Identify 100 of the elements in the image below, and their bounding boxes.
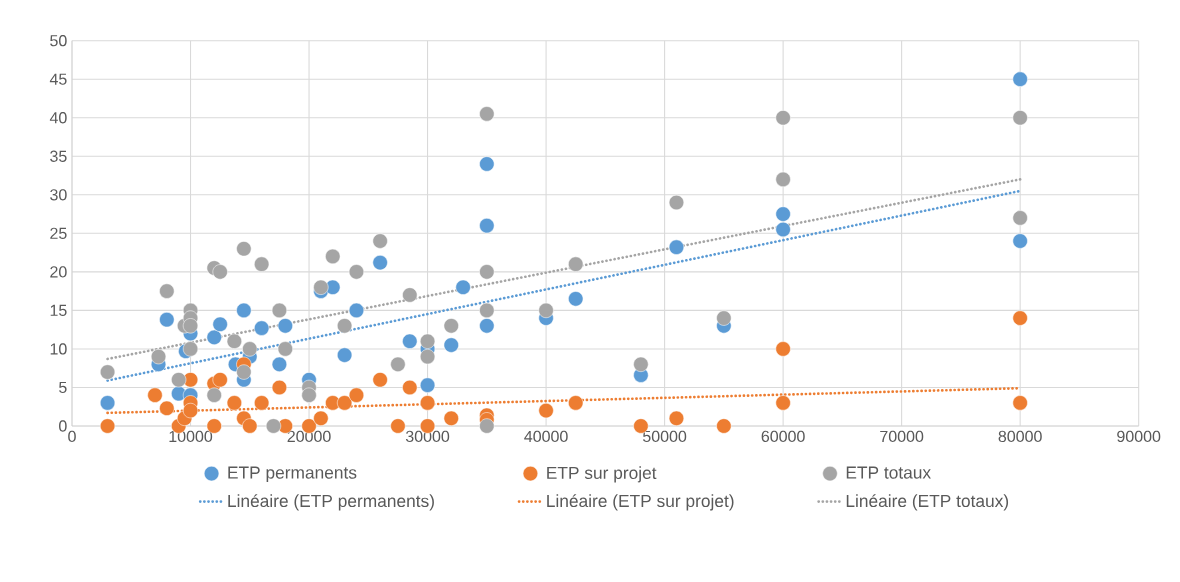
point bbox=[182, 402, 199, 419]
point bbox=[277, 318, 293, 334]
point bbox=[182, 341, 199, 357]
point bbox=[313, 279, 329, 295]
point bbox=[538, 402, 554, 419]
point bbox=[226, 333, 242, 349]
point bbox=[568, 256, 584, 272]
point bbox=[236, 364, 252, 380]
point bbox=[479, 418, 495, 434]
point bbox=[1012, 233, 1028, 249]
point bbox=[348, 387, 365, 403]
point bbox=[99, 364, 116, 380]
point bbox=[1012, 71, 1028, 87]
point bbox=[402, 333, 418, 349]
point bbox=[633, 356, 649, 372]
point bbox=[775, 395, 791, 411]
point bbox=[206, 329, 222, 345]
y-tick-label: 40 bbox=[49, 112, 67, 124]
point bbox=[325, 248, 341, 265]
point bbox=[265, 418, 282, 434]
point bbox=[419, 349, 436, 365]
point bbox=[419, 395, 436, 411]
point bbox=[271, 356, 288, 372]
y-tick-label: 5 bbox=[59, 381, 67, 394]
point bbox=[271, 302, 288, 319]
point bbox=[226, 395, 242, 411]
point bbox=[236, 302, 252, 319]
point bbox=[336, 395, 353, 411]
point bbox=[419, 377, 436, 393]
point bbox=[390, 418, 406, 434]
x-tick-label: 0 bbox=[68, 430, 76, 443]
x-tick-label: 80000 bbox=[998, 430, 1042, 443]
legend-label: ETP totaux bbox=[846, 466, 931, 479]
y-tick-label: 15 bbox=[50, 304, 67, 316]
point bbox=[147, 387, 163, 403]
point bbox=[277, 341, 293, 357]
point bbox=[419, 333, 436, 349]
point bbox=[336, 318, 353, 334]
point bbox=[212, 264, 228, 280]
point bbox=[348, 302, 365, 319]
point bbox=[242, 418, 258, 434]
point bbox=[402, 379, 418, 396]
y-tick-label: 20 bbox=[50, 266, 67, 278]
point bbox=[236, 241, 252, 257]
point bbox=[668, 239, 685, 255]
x-tick-label: 10000 bbox=[169, 430, 213, 443]
y-tick-label: 45 bbox=[49, 73, 67, 85]
point bbox=[150, 349, 167, 365]
point bbox=[206, 387, 222, 403]
y-tick-label: 25 bbox=[50, 227, 67, 239]
point bbox=[1012, 210, 1028, 226]
point bbox=[372, 255, 388, 271]
point bbox=[568, 395, 584, 411]
y-tick-label: 0 bbox=[59, 420, 67, 432]
point bbox=[212, 316, 228, 332]
y-tick-label: 10 bbox=[50, 343, 67, 355]
point bbox=[568, 291, 584, 307]
x-tick-label: 50000 bbox=[643, 430, 687, 443]
point bbox=[99, 418, 116, 434]
point bbox=[775, 206, 791, 222]
point bbox=[479, 264, 495, 280]
x-tick-label: 70000 bbox=[880, 430, 924, 443]
point bbox=[254, 256, 270, 272]
point bbox=[159, 400, 175, 416]
point bbox=[479, 106, 495, 122]
x-tick-label: 40000 bbox=[524, 430, 568, 443]
point bbox=[775, 171, 791, 187]
point bbox=[402, 287, 418, 303]
point bbox=[479, 218, 495, 234]
y-tick-label: 35 bbox=[50, 150, 67, 162]
legend-label: ETP permanents bbox=[228, 466, 357, 483]
point bbox=[1012, 395, 1028, 411]
point bbox=[99, 395, 116, 411]
point bbox=[1012, 310, 1028, 326]
point bbox=[538, 302, 554, 319]
point bbox=[313, 410, 329, 426]
point bbox=[479, 302, 495, 319]
point bbox=[372, 233, 388, 249]
point bbox=[390, 356, 406, 372]
x-tick-label: 20000 bbox=[287, 430, 331, 443]
point bbox=[479, 156, 495, 172]
point bbox=[443, 410, 459, 426]
point bbox=[668, 410, 685, 426]
point bbox=[1012, 110, 1028, 126]
point bbox=[443, 318, 459, 334]
y-tick-label: 50 bbox=[50, 35, 67, 47]
point bbox=[455, 279, 471, 295]
legend-label: Linéaire (ETP sur projet) bbox=[547, 494, 734, 511]
point bbox=[775, 221, 791, 238]
point bbox=[479, 318, 495, 334]
y-tick-label: 30 bbox=[50, 189, 67, 201]
point bbox=[716, 418, 732, 434]
point bbox=[443, 337, 459, 353]
point bbox=[336, 347, 353, 363]
point bbox=[212, 372, 228, 388]
point bbox=[254, 395, 270, 411]
point bbox=[159, 312, 175, 328]
legend-label: ETP sur projet bbox=[547, 466, 657, 483]
point bbox=[348, 264, 365, 280]
point bbox=[254, 320, 270, 336]
